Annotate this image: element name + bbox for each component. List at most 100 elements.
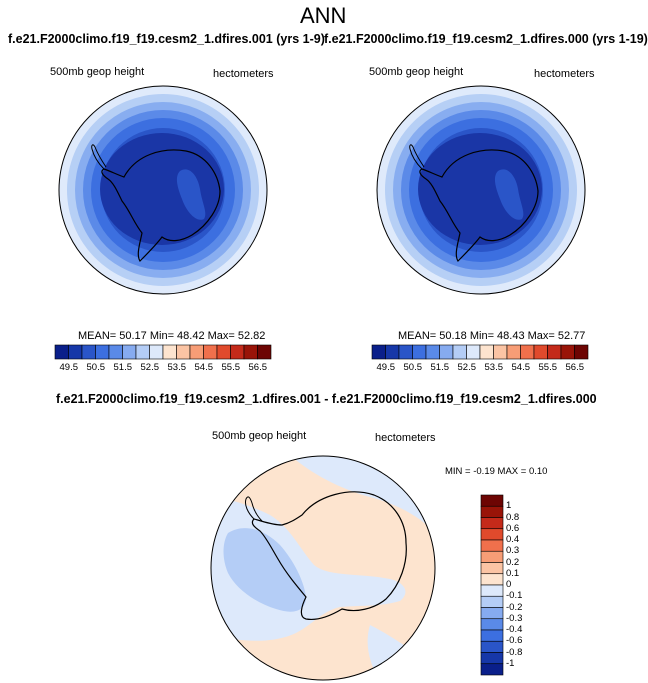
colorbar-swatch xyxy=(243,344,258,360)
colorbar-tick-label: 49.5 xyxy=(376,362,396,373)
colorbar-swatch xyxy=(108,344,123,360)
colorbar-swatch xyxy=(176,344,191,360)
colorbar-tick-label: -0.4 xyxy=(506,624,523,635)
right-units-label: hectometers xyxy=(534,68,595,80)
contour-high-blob xyxy=(176,169,206,220)
colorbar-swatch xyxy=(493,344,508,360)
colorbar-swatch xyxy=(480,595,504,608)
colorbar-swatch xyxy=(162,344,177,360)
antarctica-coastline xyxy=(251,491,407,620)
diff-stats: MIN = -0.19 MAX = 0.10 xyxy=(445,466,548,477)
colorbar-swatch xyxy=(480,494,504,507)
colorbar-swatch xyxy=(480,505,504,518)
contour-core xyxy=(100,133,224,245)
colorbar-swatch xyxy=(480,517,504,530)
right-stats: MEAN= 50.18 Min= 48.43 Max= 52.77 xyxy=(398,330,586,342)
colorbar-swatch xyxy=(466,344,481,360)
right-colorbar xyxy=(371,344,589,360)
left-variable-label: 500mb geop height xyxy=(50,66,145,78)
colorbar-tick-label: 0.6 xyxy=(506,522,520,534)
right-variable-label: 500mb geop height xyxy=(369,66,464,78)
colorbar-swatch xyxy=(480,618,504,631)
diff-title: f.e21.F2000climo.f19_f19.cesm2_1.dfires.… xyxy=(56,392,597,406)
colorbar-tick-label: 0.1 xyxy=(506,567,520,579)
colorbar-tick-label: 0.4 xyxy=(506,534,520,545)
colorbar-tick-label: 0.3 xyxy=(506,545,520,557)
colorbar-swatch xyxy=(533,344,548,360)
diff-variable-label: 500mb geop height xyxy=(212,430,307,442)
colorbar-swatch xyxy=(412,344,427,360)
diff-colorbar-ticks: 1 0.8 0.6 0.4 0.3 0.2 0.1 0 -0.1 -0.2 -0.3 -0.4 -0.6… xyxy=(506,495,536,675)
diff-colorbar xyxy=(480,494,504,676)
colorbar-swatch xyxy=(506,344,521,360)
colorbar-tick-label: 51.5 xyxy=(430,362,450,373)
colorbar-swatch xyxy=(54,344,69,360)
colorbar-swatch xyxy=(122,344,137,360)
colorbar-swatch xyxy=(425,344,440,360)
colorbar-tick-label: -0.3 xyxy=(506,612,523,624)
colorbar-swatch xyxy=(68,344,83,360)
antarctica-coastline xyxy=(101,149,221,262)
colorbar-swatch xyxy=(257,344,272,360)
colorbar-swatch xyxy=(452,344,467,360)
colorbar-swatch xyxy=(480,573,504,586)
colorbar-swatch xyxy=(398,344,413,360)
colorbar-tick-label: 54.5 xyxy=(194,362,214,373)
colorbar-swatch xyxy=(81,344,96,360)
colorbar-tick-label: 56.5 xyxy=(248,362,268,373)
colorbar-swatch xyxy=(574,344,589,360)
diff-negative-core xyxy=(223,528,306,612)
colorbar-tick-label: 50.5 xyxy=(86,362,106,373)
colorbar-tick-label: 0 xyxy=(506,579,512,590)
colorbar-tick-label: -1 xyxy=(506,657,515,669)
colorbar-swatch xyxy=(480,663,504,676)
colorbar-tick-label: -0.1 xyxy=(506,590,523,602)
colorbar-swatch xyxy=(371,344,386,360)
page-title: ANN xyxy=(300,3,347,28)
colorbar-swatch xyxy=(203,344,218,360)
colorbar-swatch xyxy=(547,344,562,360)
peninsula-coastline xyxy=(245,496,263,522)
colorbar-tick-label: -0.2 xyxy=(506,601,523,613)
colorbar-swatch xyxy=(480,584,504,597)
colorbar-tick-label: 56.5 xyxy=(565,362,585,373)
colorbar-swatch xyxy=(520,344,535,360)
colorbar-tick-label: 52.5 xyxy=(140,362,160,373)
colorbar-swatch xyxy=(216,344,231,360)
colorbar-swatch xyxy=(480,629,504,642)
colorbar-tick-label: 54.5 xyxy=(511,362,531,373)
colorbar-swatch xyxy=(135,344,150,360)
colorbar-tick-label: 51.5 xyxy=(113,362,133,373)
case-right-title: f.e21.F2000climo.f19_f19.cesm2_1.dfires.… xyxy=(324,32,648,46)
colorbar-swatch xyxy=(149,344,164,360)
colorbar-tick-label: -0.6 xyxy=(506,635,523,647)
colorbar-swatch xyxy=(439,344,454,360)
right-colorbar-ticks: 49.5 50.5 51.5 52.5 53.5 54.5 55.5 56.5 xyxy=(372,362,588,374)
colorbar-tick-label: 0.2 xyxy=(506,556,520,568)
colorbar-swatch xyxy=(480,640,504,653)
peninsula-coastline xyxy=(409,144,425,170)
peninsula-coastline xyxy=(91,144,107,170)
colorbar-swatch xyxy=(480,528,504,541)
colorbar-swatch xyxy=(560,344,575,360)
diff-units-label: hectometers xyxy=(375,432,436,444)
colorbar-swatch xyxy=(480,607,504,620)
case-left-title: f.e21.F2000climo.f19_f19.cesm2_1.dfires.… xyxy=(8,32,325,46)
colorbar-swatch xyxy=(385,344,400,360)
map-border xyxy=(376,85,586,295)
colorbar-swatch xyxy=(95,344,110,360)
colorbar-swatch xyxy=(479,344,494,360)
map-border xyxy=(210,455,436,681)
left-colorbar-ticks: 49.5 50.5 51.5 52.5 53.5 54.5 55.5 56.5 xyxy=(55,362,271,374)
colorbar-tick-label: 1 xyxy=(506,500,512,512)
contour-high-blob xyxy=(494,169,524,220)
colorbar-swatch xyxy=(480,539,504,552)
left-polar-map xyxy=(58,85,268,295)
colorbar-tick-label: 50.5 xyxy=(403,362,423,373)
colorbar-tick-label: 53.5 xyxy=(167,362,187,373)
right-polar-map xyxy=(376,85,586,295)
colorbar-tick-label: -0.8 xyxy=(506,646,523,658)
antarctica-coastline xyxy=(419,149,539,262)
colorbar-swatch xyxy=(230,344,245,360)
colorbar-swatch xyxy=(480,550,504,563)
